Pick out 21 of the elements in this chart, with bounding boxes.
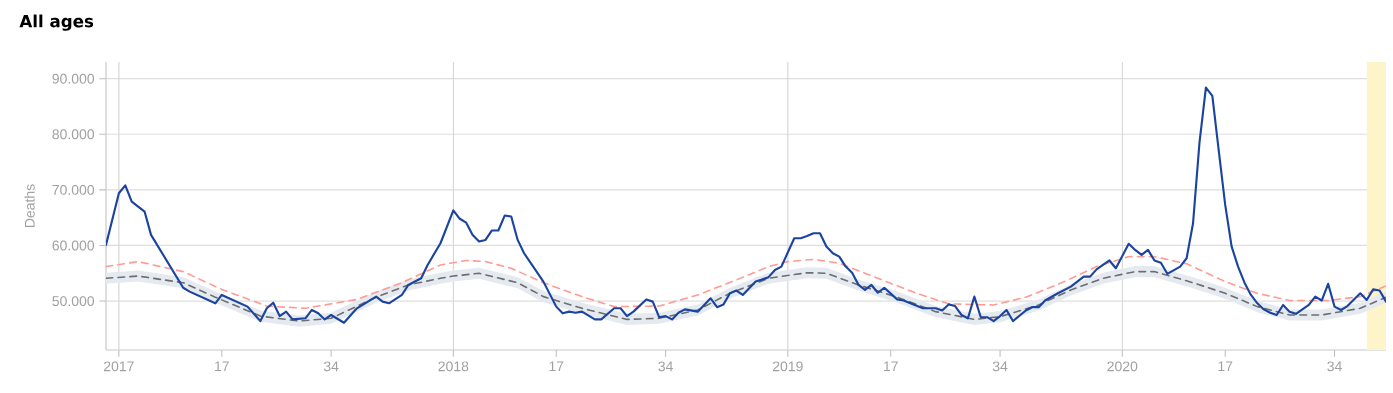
x-tick-label: 2018 <box>438 361 469 372</box>
x-tick-label: 17 <box>884 361 898 372</box>
y-tick-label: 70.000 <box>52 184 95 195</box>
x-tick-label: 2017 <box>104 361 134 372</box>
y-tick-label: 80.000 <box>52 129 95 140</box>
x-tick-label: 2019 <box>772 361 803 372</box>
y-tick-label: 60.000 <box>52 240 95 251</box>
y-tick-label: 90.000 <box>52 73 95 84</box>
y-axis-title: Deaths <box>24 184 35 228</box>
x-tick-label: 34 <box>1327 361 1342 372</box>
x-tick-label: 17 <box>215 361 229 372</box>
y-tick-label: 50.000 <box>52 296 95 307</box>
x-tick-label: 17 <box>1218 361 1233 372</box>
chart-title: All ages <box>19 14 94 31</box>
x-tick-label: 34 <box>323 361 339 372</box>
line-series <box>106 255 1387 310</box>
x-tick-label: 34 <box>992 361 1008 372</box>
x-tick-label: 34 <box>658 361 673 372</box>
x-tick-label: 17 <box>549 361 564 372</box>
line-series <box>106 86 1387 324</box>
x-tick-label: 2020 <box>1107 361 1138 372</box>
